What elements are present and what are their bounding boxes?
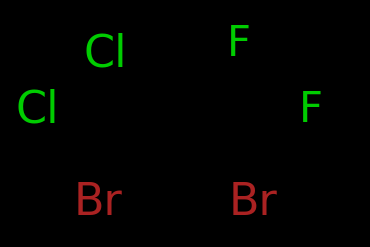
Text: Cl: Cl	[84, 33, 127, 76]
Text: Cl: Cl	[15, 88, 59, 131]
Text: Br: Br	[74, 181, 122, 224]
Text: F: F	[299, 89, 323, 131]
Text: F: F	[227, 23, 250, 65]
Text: Br: Br	[229, 181, 278, 224]
